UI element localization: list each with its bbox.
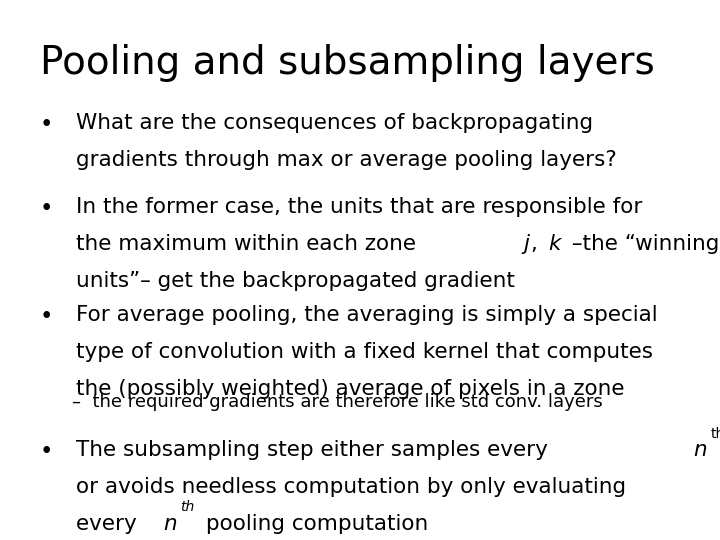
Text: the maximum within each zone: the maximum within each zone	[76, 234, 423, 254]
Text: n: n	[163, 514, 176, 534]
Text: Pooling and subsampling layers: Pooling and subsampling layers	[40, 44, 654, 82]
Text: •: •	[40, 197, 53, 220]
Text: pooling computation: pooling computation	[199, 514, 428, 534]
Text: ,: ,	[531, 234, 544, 254]
Text: every: every	[76, 514, 143, 534]
Text: th: th	[181, 500, 194, 514]
Text: or avoids needless computation by only evaluating: or avoids needless computation by only e…	[76, 477, 626, 497]
Text: gradients through max or average pooling layers?: gradients through max or average pooling…	[76, 150, 616, 170]
Text: The subsampling step either samples every: The subsampling step either samples ever…	[76, 440, 554, 460]
Text: –the “winning: –the “winning	[564, 234, 719, 254]
Text: •: •	[40, 113, 53, 137]
Text: units”– get the backpropagated gradient: units”– get the backpropagated gradient	[76, 271, 515, 291]
Text: What are the consequences of backpropagating: What are the consequences of backpropaga…	[76, 113, 593, 133]
Text: For average pooling, the averaging is simply a special: For average pooling, the averaging is si…	[76, 305, 657, 325]
Text: j: j	[523, 234, 529, 254]
Text: th: th	[711, 427, 720, 441]
Text: type of convolution with a fixed kernel that computes: type of convolution with a fixed kernel …	[76, 342, 652, 362]
Text: n: n	[693, 440, 707, 460]
Text: •: •	[40, 440, 53, 463]
Text: –  the required gradients are therefore like std conv. layers: – the required gradients are therefore l…	[72, 393, 603, 410]
Text: the maximum within each zone: the maximum within each zone	[76, 234, 423, 254]
Text: the (possibly weighted) average of pixels in a zone: the (possibly weighted) average of pixel…	[76, 379, 624, 399]
Text: k: k	[549, 234, 561, 254]
Text: In the former case, the units that are responsible for: In the former case, the units that are r…	[76, 197, 642, 217]
Text: •: •	[40, 305, 53, 328]
